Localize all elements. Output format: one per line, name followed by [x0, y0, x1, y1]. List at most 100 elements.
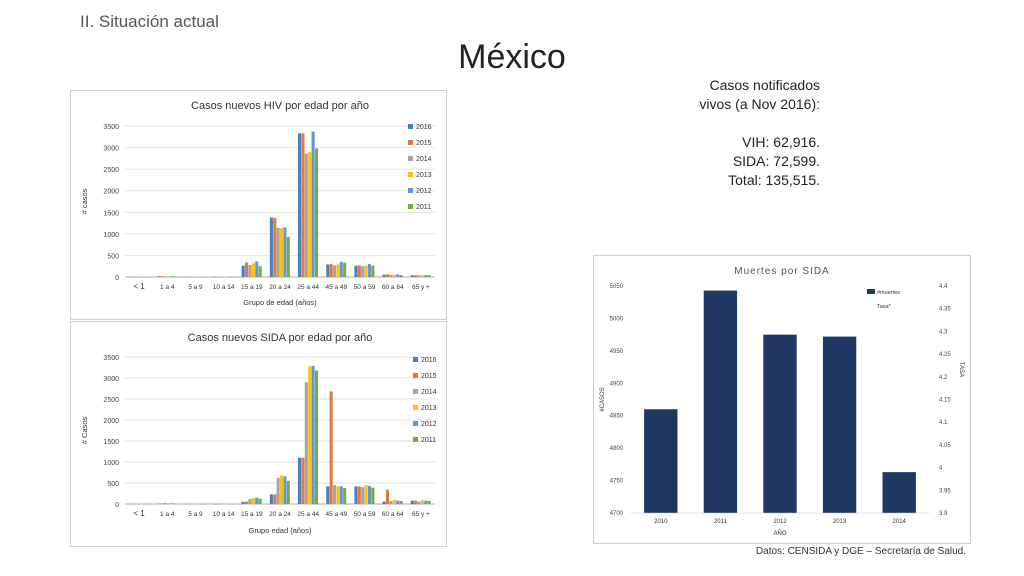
legend-label: Tasa* — [877, 304, 892, 310]
legend-label: 2011 — [416, 204, 431, 211]
x-tick-label: 65 y + — [412, 511, 430, 518]
legend-swatch — [867, 289, 875, 294]
bar — [258, 498, 262, 504]
bar — [326, 264, 330, 277]
y2-tick-label: 3.95 — [939, 488, 951, 494]
bar — [135, 276, 139, 278]
bar — [185, 503, 189, 505]
bar — [382, 274, 386, 277]
y2-axis-label: TASA — [958, 362, 964, 377]
bar — [343, 488, 347, 504]
legend-label: 2013 — [416, 172, 432, 179]
bar — [410, 500, 414, 504]
bar — [308, 366, 312, 504]
bar — [410, 275, 414, 277]
y-tick-label: 2000 — [103, 189, 119, 196]
x-tick-label: < 1 — [133, 282, 145, 291]
bar — [139, 503, 143, 505]
y-tick-label: 5000 — [610, 316, 624, 322]
x-tick-label: 50 a 59 — [354, 284, 376, 291]
bar — [170, 276, 174, 277]
bar — [280, 475, 284, 504]
bar — [392, 499, 396, 504]
bar — [227, 276, 231, 278]
bar — [389, 501, 393, 504]
bar — [248, 264, 252, 277]
bar — [332, 265, 337, 277]
sida-chart: Casos nuevos SIDA por edad por año 0 500 10… — [80, 332, 437, 535]
bar — [276, 227, 280, 277]
deaths-chart: Muertes por SIDA 4700 4750 4800 4850 4900 4950… — [594, 256, 970, 543]
x-tick-label: 2014 — [893, 519, 907, 525]
x-tick-label: 5 a 9 — [188, 284, 203, 291]
bar — [258, 266, 262, 277]
bar — [241, 265, 245, 277]
legend-label: 2012 — [416, 188, 432, 195]
y-tick-label: 4800 — [610, 446, 624, 452]
bar — [414, 275, 418, 277]
bar — [202, 503, 206, 505]
x-tick-label: 65 y + — [412, 284, 430, 291]
bar — [139, 276, 143, 278]
legend-swatch — [408, 124, 413, 129]
notes-line: SIDA: 72,599. — [732, 153, 820, 169]
bar — [160, 276, 164, 277]
y2-tick-label: 4.1 — [939, 420, 948, 426]
bar — [399, 501, 403, 504]
notes-line: VIH: 62,916. — [742, 134, 820, 150]
legend-swatch — [408, 204, 413, 209]
legend-swatch — [408, 172, 413, 177]
bar — [170, 503, 174, 504]
bar — [213, 276, 217, 278]
bar — [132, 503, 136, 505]
bar — [128, 276, 133, 278]
bar — [311, 365, 315, 504]
bar — [230, 503, 234, 505]
y-axis-label: # casos — [80, 188, 89, 214]
bar — [198, 503, 202, 505]
bar — [283, 476, 287, 504]
sida-chart-panel: Casos nuevos SIDA por edad por año 0 500 10… — [70, 321, 447, 547]
legend-swatch — [413, 437, 418, 442]
bar — [822, 336, 857, 513]
bar — [298, 133, 302, 277]
bar — [188, 503, 192, 505]
legend-label: 2016 — [416, 124, 432, 131]
bar — [385, 489, 390, 504]
hiv-chart-panel: Casos nuevos HIV por edad por año 0 500 100… — [70, 90, 447, 320]
bar — [308, 151, 312, 277]
legend-swatch — [413, 405, 418, 410]
bar — [298, 457, 302, 504]
x-axis-label: Grupo edad (años) — [249, 526, 312, 535]
bar — [198, 276, 202, 278]
bar — [314, 370, 319, 504]
legend-label: 2014 — [421, 389, 437, 396]
bar — [255, 261, 259, 277]
bar — [417, 275, 421, 277]
bar — [283, 227, 287, 277]
bar — [145, 276, 149, 278]
bar — [216, 503, 220, 505]
y-tick-label: 3500 — [103, 355, 119, 362]
legend-swatch — [413, 389, 418, 394]
y2-tick-label: 4.05 — [939, 443, 951, 449]
y-tick-label: 1000 — [103, 460, 119, 467]
x-tick-label: 2010 — [654, 519, 668, 525]
chart-title: Casos nuevos SIDA por edad por año — [188, 332, 373, 344]
x-tick-label: 25 a 44 — [297, 284, 319, 291]
legend-label: 2013 — [421, 405, 437, 412]
x-axis-label: Grupo de edad (años) — [243, 298, 317, 307]
bar — [417, 501, 421, 504]
y-tick-label: 1000 — [103, 232, 119, 239]
x-tick-label: 45 a 49 — [326, 511, 348, 518]
bar — [339, 486, 343, 504]
bar — [399, 275, 403, 277]
y-tick-label: 500 — [107, 253, 119, 260]
y-tick-label: 4700 — [610, 511, 624, 517]
bar — [185, 276, 189, 278]
bar — [427, 501, 431, 504]
bar — [354, 486, 358, 504]
x-tick-label: 20 a 24 — [269, 511, 291, 518]
bar — [367, 264, 372, 277]
bar — [361, 487, 365, 504]
